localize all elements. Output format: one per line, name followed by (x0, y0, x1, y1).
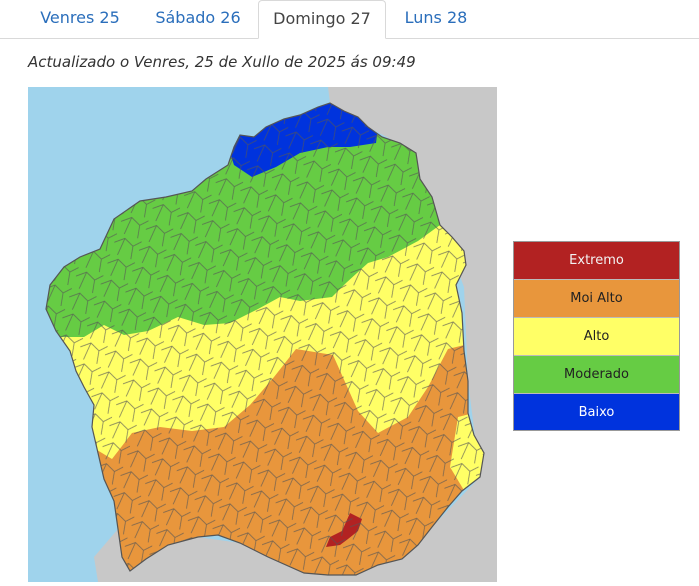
fire-risk-map (28, 87, 497, 582)
galicia-outline (45, 102, 485, 576)
tab-luns-28[interactable]: Luns 28 (404, 8, 468, 27)
legend-moi-alto: Moi Alto (514, 280, 679, 318)
risk-legend: Extremo Moi Alto Alto Moderado Baixo (513, 241, 680, 431)
updated-timestamp: Actualizado o Venres, 25 de Xullo de 202… (28, 53, 416, 71)
tab-venres-25[interactable]: Venres 25 (40, 8, 120, 27)
legend-extremo: Extremo (514, 242, 679, 280)
tab-sabado-26[interactable]: Sábado 26 (155, 8, 241, 27)
neighbouring-land (94, 87, 497, 582)
legend-moderado: Moderado (514, 356, 679, 394)
legend-alto: Alto (514, 318, 679, 356)
tab-domingo-27[interactable]: Domingo 27 (258, 0, 386, 39)
day-tabs: Venres 25 Sábado 26 Domingo 27 Luns 28 (0, 0, 699, 39)
galicia-map-svg (28, 87, 497, 582)
legend-baixo: Baixo (514, 394, 679, 430)
